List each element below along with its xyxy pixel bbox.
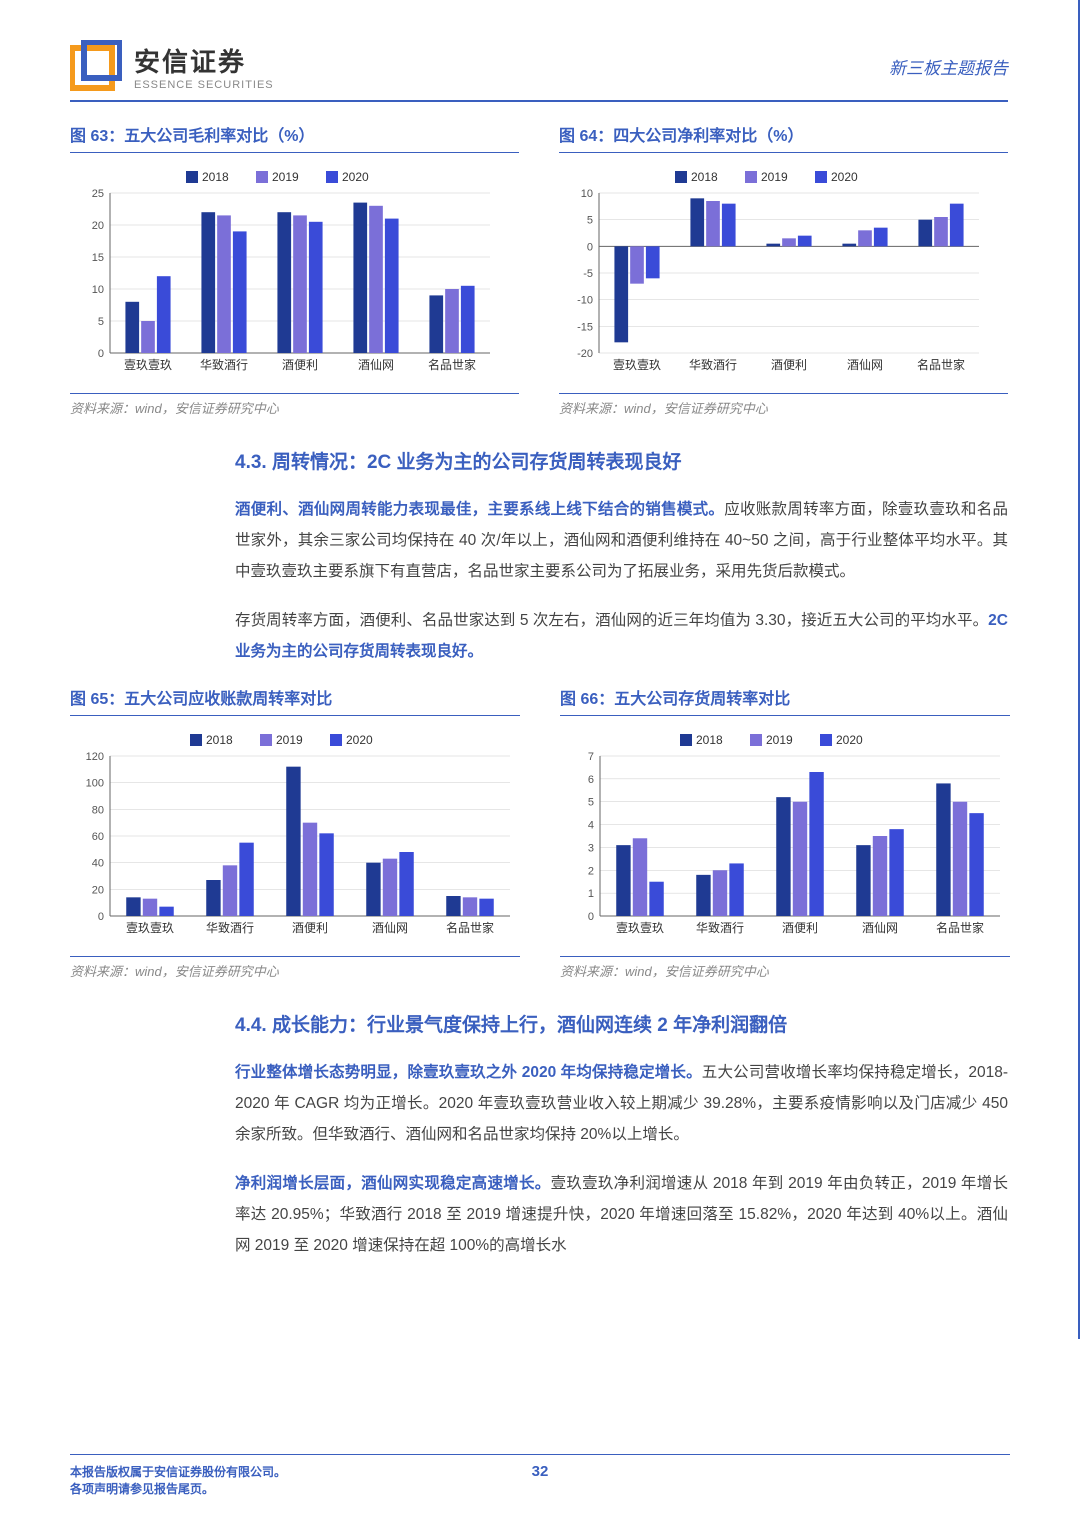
svg-text:酒仙网: 酒仙网 — [847, 358, 883, 372]
svg-text:2020: 2020 — [831, 170, 858, 184]
svg-text:2018: 2018 — [206, 733, 233, 747]
svg-text:20: 20 — [92, 884, 104, 896]
svg-text:2018: 2018 — [696, 733, 723, 747]
svg-text:80: 80 — [92, 804, 104, 816]
svg-text:2020: 2020 — [346, 733, 373, 747]
chart63-source: 资料来源：wind，安信证券研究中心 — [70, 393, 519, 417]
svg-text:0: 0 — [98, 911, 104, 923]
logo-cn: 安信证券 — [134, 42, 274, 79]
chart63-title: 图 63：五大公司毛利率对比（%） — [70, 122, 519, 153]
svg-text:20: 20 — [92, 220, 104, 232]
svg-text:名品世家: 名品世家 — [936, 920, 984, 935]
svg-text:壹玖壹玖: 壹玖壹玖 — [613, 358, 661, 372]
svg-text:华致酒行: 华致酒行 — [200, 358, 248, 372]
svg-text:10: 10 — [92, 284, 104, 296]
svg-text:华致酒行: 华致酒行 — [696, 921, 744, 935]
svg-text:华致酒行: 华致酒行 — [206, 921, 254, 935]
svg-text:15: 15 — [92, 252, 104, 264]
section44-title: 4.4. 成长能力：行业景气度保持上行，酒仙网连续 2 年净利润翻倍 — [235, 1010, 1008, 1037]
svg-text:华致酒行: 华致酒行 — [689, 358, 737, 372]
chart64: -20 -15 -10 -5 0 5 10 2018 2019 2020 壹玖壹玖 华致酒行 酒便利 酒仙… — [559, 163, 989, 383]
chart64-source: 资料来源：wind，安信证券研究中心 — [559, 393, 1008, 417]
svg-text:名品世家: 名品世家 — [446, 920, 494, 935]
svg-text:酒便利: 酒便利 — [292, 921, 328, 935]
svg-text:3: 3 — [588, 842, 594, 854]
svg-text:-15: -15 — [577, 321, 593, 333]
svg-text:5: 5 — [587, 215, 593, 227]
section43-title: 4.3. 周转情况：2C 业务为主的公司存货周转表现良好 — [235, 447, 1008, 474]
svg-text:名品世家: 名品世家 — [428, 357, 476, 372]
svg-text:2019: 2019 — [276, 733, 303, 747]
page-header: 安信证券 ESSENCE SECURITIES 新三板主题报告 — [70, 40, 1008, 102]
chart64-title: 图 64：四大公司净利率对比（%） — [559, 122, 1008, 153]
svg-text:40: 40 — [92, 858, 104, 870]
chart66-source: 资料来源：wind，安信证券研究中心 — [560, 956, 1010, 980]
svg-text:2020: 2020 — [836, 733, 863, 747]
svg-text:2019: 2019 — [766, 733, 793, 747]
svg-text:0: 0 — [587, 241, 593, 253]
chart65-source: 资料来源：wind，安信证券研究中心 — [70, 956, 520, 980]
logo-icon — [70, 40, 122, 92]
page-number: 32 — [520, 1463, 560, 1480]
svg-text:1: 1 — [588, 888, 594, 900]
chart65: 0 20 40 60 80 100 120 2018 2019 2020 壹玖壹玖 华致酒行 酒便利 酒仙… — [70, 726, 520, 946]
svg-text:120: 120 — [86, 751, 104, 763]
svg-text:壹玖壹玖: 壹玖壹玖 — [126, 921, 174, 935]
logo: 安信证券 ESSENCE SECURITIES — [70, 40, 274, 92]
svg-text:壹玖壹玖: 壹玖壹玖 — [616, 921, 664, 935]
svg-text:2018: 2018 — [202, 170, 229, 184]
svg-text:酒便利: 酒便利 — [782, 921, 818, 935]
svg-text:25: 25 — [92, 188, 104, 200]
chart65-title: 图 65：五大公司应收账款周转率对比 — [70, 685, 520, 716]
svg-text:2020: 2020 — [342, 170, 369, 184]
svg-text:7: 7 — [588, 751, 594, 763]
svg-text:4: 4 — [588, 820, 594, 832]
svg-text:10: 10 — [581, 188, 593, 200]
svg-text:名品世家: 名品世家 — [917, 357, 965, 372]
svg-text:2019: 2019 — [272, 170, 299, 184]
svg-text:酒仙网: 酒仙网 — [862, 921, 898, 935]
svg-text:100: 100 — [86, 778, 104, 790]
svg-text:60: 60 — [92, 831, 104, 843]
svg-text:2: 2 — [588, 865, 594, 877]
svg-text:-10: -10 — [577, 295, 593, 307]
section44-p1: 行业整体增长态势明显，除壹玖壹玖之外 2020 年均保持稳定增长。五大公司营收增… — [235, 1057, 1008, 1150]
svg-text:-20: -20 — [577, 348, 593, 360]
svg-text:-5: -5 — [583, 268, 593, 280]
svg-text:0: 0 — [98, 348, 104, 360]
svg-text:5: 5 — [98, 316, 104, 328]
footer-line1: 本报告版权属于安信证券股份有限公司。 — [70, 1463, 286, 1480]
svg-text:0: 0 — [588, 911, 594, 923]
chart66-title: 图 66：五大公司存货周转率对比 — [560, 685, 1010, 716]
svg-text:壹玖壹玖: 壹玖壹玖 — [124, 358, 172, 372]
section43-p1: 酒便利、酒仙网周转能力表现最佳，主要系线上线下结合的销售模式。应收账款周转率方面… — [235, 494, 1008, 587]
page-footer: 本报告版权属于安信证券股份有限公司。 各项声明请参见报告尾页。 32 — [70, 1454, 1010, 1497]
chart63: 0 5 10 15 20 25 2018 2019 2020 壹玖壹玖 华致酒行 酒便利 酒仙网 名品世家 — [70, 163, 500, 383]
section43-p2: 存货周转率方面，酒便利、名品世家达到 5 次左右，酒仙网的近三年均值为 3.30… — [235, 605, 1008, 667]
svg-text:酒便利: 酒便利 — [282, 358, 318, 372]
footer-line2: 各项声明请参见报告尾页。 — [70, 1480, 286, 1497]
svg-text:酒仙网: 酒仙网 — [358, 358, 394, 372]
svg-text:酒仙网: 酒仙网 — [372, 921, 408, 935]
svg-text:2019: 2019 — [761, 170, 788, 184]
logo-en: ESSENCE SECURITIES — [134, 79, 274, 91]
svg-text:5: 5 — [588, 797, 594, 809]
section44-p2: 净利润增长层面，酒仙网实现稳定高速增长。壹玖壹玖净利润增速从 2018 年到 2… — [235, 1168, 1008, 1261]
report-type: 新三板主题报告 — [889, 54, 1008, 79]
svg-text:6: 6 — [588, 774, 594, 786]
svg-text:2018: 2018 — [691, 170, 718, 184]
svg-text:酒便利: 酒便利 — [771, 358, 807, 372]
chart66: 0 1 2 3 4 5 6 7 2018 2019 2020 壹玖壹玖 华致酒行 酒便利 酒仙网 名品世家 — [560, 726, 1010, 946]
